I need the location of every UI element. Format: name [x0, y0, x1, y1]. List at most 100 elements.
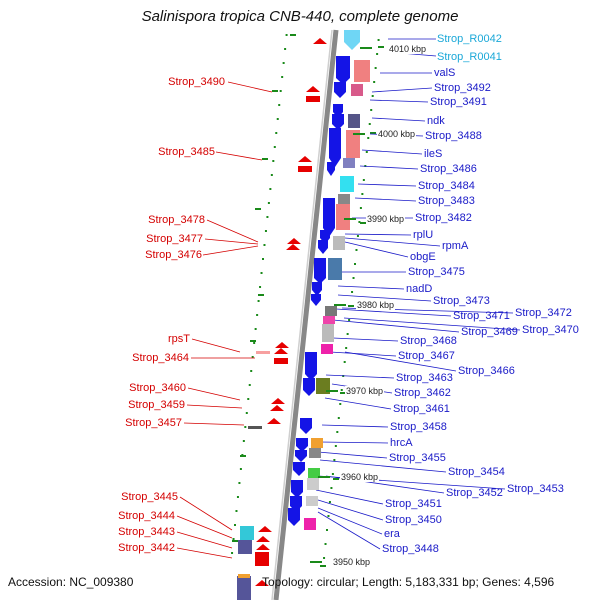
label-connector	[317, 511, 381, 550]
gene-label-right[interactable]: ndk	[427, 115, 445, 127]
skew-dot	[239, 468, 242, 470]
gene-label-right[interactable]: Strop_3455	[389, 452, 446, 464]
label-connector	[354, 197, 417, 202]
skew-dot	[281, 76, 284, 78]
skew-dot	[326, 529, 328, 531]
skew-dot	[254, 328, 257, 330]
topology-text: Topology: circular; Length: 5,183,331 bp…	[262, 575, 555, 589]
skew-dot	[356, 235, 359, 237]
gene-label-right[interactable]: hrcA	[390, 437, 413, 449]
gene-label-right[interactable]: Strop_3461	[393, 403, 450, 415]
forward-gene-arrow	[334, 82, 346, 98]
gene-label-right[interactable]: obgE	[410, 251, 436, 263]
gene-label-right[interactable]: Strop_3454	[448, 466, 505, 478]
skew-dot	[359, 207, 362, 209]
gene-label-left[interactable]: rpsT	[168, 333, 190, 345]
feature-block	[354, 60, 370, 82]
gene-label-right[interactable]: Strop_3491	[430, 96, 487, 108]
reverse-gene-arrow	[256, 536, 270, 542]
skew-dot	[345, 347, 348, 349]
gene-label-right[interactable]: Strop_3473	[433, 295, 490, 307]
gene-label-left[interactable]: Strop_3478	[148, 214, 205, 226]
feature-block	[323, 316, 335, 324]
label-connector	[325, 374, 395, 379]
gene-label-left[interactable]: Strop_3476	[145, 249, 202, 261]
gene-label-right[interactable]: Strop_3482	[415, 212, 472, 224]
gene-label-right[interactable]: Strop_3471	[453, 310, 510, 322]
rna-label[interactable]: Strop_R0041	[437, 51, 502, 63]
gene-label-right[interactable]: Strop_3486	[420, 163, 477, 175]
gene-label-right[interactable]: era	[384, 528, 400, 540]
gene-label-left[interactable]: Strop_3477	[146, 233, 203, 245]
rna-label[interactable]: Strop_R0042	[437, 33, 502, 45]
skew-dash	[290, 34, 296, 36]
gene-label-right[interactable]: rpmA	[442, 240, 469, 252]
forward-gene-arrow	[293, 462, 305, 476]
gene-label-right[interactable]: Strop_3468	[400, 335, 457, 347]
gene-label-left[interactable]: Strop_3485	[158, 146, 215, 158]
gene-label-right[interactable]: Strop_3450	[385, 514, 442, 526]
gene-label-right[interactable]: Strop_3467	[398, 350, 455, 362]
gene-label-right[interactable]: Strop_3458	[390, 421, 447, 433]
label-connector	[227, 81, 273, 93]
gene-label-left[interactable]: Strop_3443	[118, 526, 175, 538]
gene-label-right[interactable]: Strop_3472	[515, 307, 572, 319]
kbp-marker: 3950 kbp	[332, 557, 372, 567]
gene-label-right[interactable]: nadD	[406, 283, 433, 295]
gene-label-right[interactable]: Strop_3452	[446, 487, 503, 499]
gene-label-right[interactable]: Strop_3469	[461, 326, 518, 338]
feature-block	[309, 448, 321, 458]
gene-label-right[interactable]: Strop_3462	[394, 387, 451, 399]
skew-dash	[240, 455, 246, 457]
skew-dot	[352, 277, 355, 279]
gene-label-left[interactable]: Strop_3490	[168, 76, 225, 88]
gene-label-left[interactable]: Strop_3445	[121, 491, 178, 503]
feature-block	[321, 344, 333, 354]
gene-label-right[interactable]: ileS	[424, 148, 443, 160]
gene-label-right[interactable]: Strop_3448	[382, 543, 439, 555]
gene-label-right[interactable]: Strop_3470	[522, 324, 579, 336]
gene-label-right[interactable]: Strop_3466	[458, 365, 515, 377]
gene-label-right[interactable]: Strop_3453	[507, 483, 564, 495]
label-connector	[344, 237, 441, 247]
skew-dash	[378, 46, 384, 48]
reverse-gene-arrow	[286, 244, 300, 250]
feature-block	[322, 324, 334, 342]
label-connector	[369, 99, 429, 103]
reverse-gene-arrow	[274, 348, 288, 354]
gene-label-right[interactable]: Strop_3492	[434, 82, 491, 94]
gene-label-left[interactable]: Strop_3460	[129, 382, 186, 394]
skew-dash	[360, 222, 366, 224]
gene-label-right[interactable]: Strop_3483	[418, 195, 475, 207]
feature-block	[340, 176, 354, 192]
gene-label-left[interactable]: Strop_3442	[118, 542, 175, 554]
skew-dot	[354, 263, 356, 265]
gene-label-right[interactable]: Strop_3475	[408, 266, 465, 278]
gene-label-right[interactable]: Strop_3484	[418, 180, 475, 192]
label-connector	[361, 149, 423, 155]
skew-track-left	[231, 34, 296, 554]
gene-label-left[interactable]: Strop_3444	[118, 510, 175, 522]
skew-dot	[358, 221, 361, 223]
gene-label-left[interactable]: Strop_3464	[132, 352, 189, 364]
skew-dot	[232, 538, 235, 540]
forward-gene-arrow	[291, 480, 303, 498]
skew-dot	[238, 482, 241, 484]
reverse-gene-block	[255, 552, 269, 566]
gene-label-right[interactable]: valS	[434, 67, 456, 79]
skew-dot	[333, 459, 336, 461]
gene-label-right[interactable]: Strop_3488	[425, 130, 482, 142]
gene-label-right[interactable]: rplU	[413, 229, 434, 241]
reverse-gene-arrow	[275, 342, 289, 348]
kbp-ticks	[310, 47, 372, 563]
gene-label-left[interactable]: Strop_3459	[128, 399, 185, 411]
label-connector	[329, 351, 397, 357]
skew-dot	[348, 319, 351, 321]
label-connector	[204, 238, 259, 245]
gene-label-right[interactable]: Strop_3463	[396, 372, 453, 384]
gene-label-left[interactable]: Strop_3457	[125, 417, 182, 429]
reverse-gene-arrow	[313, 38, 327, 44]
feature-block	[237, 576, 251, 600]
kbp-marker: 3960 kbp	[340, 472, 380, 482]
gene-label-right[interactable]: Strop_3451	[385, 498, 442, 510]
